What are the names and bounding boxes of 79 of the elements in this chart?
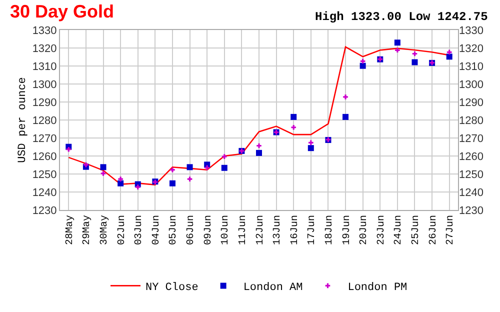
x-tick-label: 25Jun bbox=[410, 215, 422, 246]
point bbox=[308, 140, 314, 146]
point bbox=[169, 180, 176, 186]
point bbox=[118, 176, 123, 182]
y2-tick-label: 1230 bbox=[459, 204, 484, 217]
text: High 1323.00 Low 1242.75 bbox=[315, 10, 488, 24]
y-tick-label: 1280 bbox=[32, 114, 57, 127]
point bbox=[291, 124, 296, 130]
point bbox=[186, 164, 193, 170]
y-axis-title: USD per ounce bbox=[16, 77, 29, 163]
point bbox=[135, 184, 140, 190]
y-tick-label: 1330 bbox=[32, 24, 57, 37]
point bbox=[221, 164, 228, 171]
x-tick-label: 28May bbox=[64, 215, 76, 246]
point bbox=[100, 164, 106, 170]
x-tick-label: 05Jun bbox=[168, 215, 180, 246]
legend-label: London PM bbox=[348, 282, 408, 294]
x-tick-label: 09Jun bbox=[203, 215, 214, 246]
x-tick-label: 26Jun bbox=[428, 215, 440, 246]
y-tick-label: 1240 bbox=[32, 186, 57, 199]
x-tick-label: 06Jun bbox=[186, 215, 198, 246]
point bbox=[446, 54, 452, 60]
point bbox=[204, 165, 210, 170]
point bbox=[343, 94, 348, 100]
y2-tick-label: 1290 bbox=[459, 96, 484, 109]
legend-label: NY Close bbox=[146, 282, 198, 294]
point bbox=[222, 154, 227, 159]
y2-tick-label: 1300 bbox=[459, 78, 484, 91]
x-tick-label: 11Jun bbox=[238, 215, 249, 246]
point bbox=[342, 114, 349, 120]
y2-tick-label: 1330 bbox=[459, 24, 484, 37]
point bbox=[394, 40, 400, 46]
x-tick-label: 24Jun bbox=[394, 215, 405, 246]
x-tick-label: 12Jun bbox=[255, 215, 266, 246]
point bbox=[360, 62, 366, 69]
point bbox=[360, 58, 366, 64]
x-tick-label: 04Jun bbox=[151, 215, 162, 246]
y2-tick-label: 1310 bbox=[459, 60, 484, 73]
x-tick-label: 16Jun bbox=[290, 215, 301, 246]
y2-tick-label: 1250 bbox=[459, 168, 484, 181]
x-tick-label: 19Jun bbox=[342, 215, 353, 246]
point bbox=[170, 167, 175, 172]
point bbox=[84, 162, 88, 168]
x-tick-label: 03Jun bbox=[134, 215, 146, 246]
x-tick-label: 10Jun bbox=[220, 215, 232, 246]
x-tick-label: 13Jun bbox=[272, 215, 284, 246]
y2-tick-label: 1260 bbox=[459, 150, 484, 163]
y-tick-label: 1270 bbox=[32, 132, 57, 145]
y-tick-label: 1300 bbox=[32, 78, 57, 91]
point bbox=[412, 59, 418, 66]
chart-title: 30 Day Gold bbox=[10, 1, 114, 22]
point bbox=[100, 171, 106, 176]
y2-tick-label: 1320 bbox=[459, 42, 484, 55]
y2-tick-label: 1270 bbox=[459, 132, 484, 145]
y-tick-label: 1260 bbox=[32, 150, 57, 163]
y-tick-label: 1290 bbox=[32, 96, 57, 109]
point bbox=[290, 114, 297, 120]
x-tick-label: 29May bbox=[82, 215, 94, 246]
x-tick-label: 27Jun bbox=[446, 215, 457, 246]
y2-tick-label: 1240 bbox=[459, 186, 484, 199]
x-tick-label: 23Jun bbox=[376, 215, 388, 246]
point bbox=[118, 180, 124, 186]
x-tick-label: 20Jun bbox=[359, 215, 370, 246]
y-tick-label: 1230 bbox=[32, 204, 57, 217]
point bbox=[256, 150, 262, 156]
y-tick-label: 1250 bbox=[32, 168, 57, 181]
point bbox=[446, 50, 452, 55]
x-tick-label: 17Jun bbox=[307, 215, 318, 246]
y-tick-label: 1310 bbox=[32, 60, 57, 73]
point bbox=[308, 145, 314, 152]
x-tick-label: 02Jun bbox=[116, 215, 128, 246]
legend-label: London AM bbox=[243, 282, 303, 294]
y2-tick-label: 1280 bbox=[459, 114, 484, 127]
y-tick-label: 1320 bbox=[32, 42, 57, 55]
point bbox=[256, 143, 262, 148]
point bbox=[395, 48, 400, 53]
point bbox=[187, 176, 192, 182]
x-tick-label: 30May bbox=[100, 215, 111, 246]
x-tick-label: 18Jun bbox=[324, 215, 336, 246]
